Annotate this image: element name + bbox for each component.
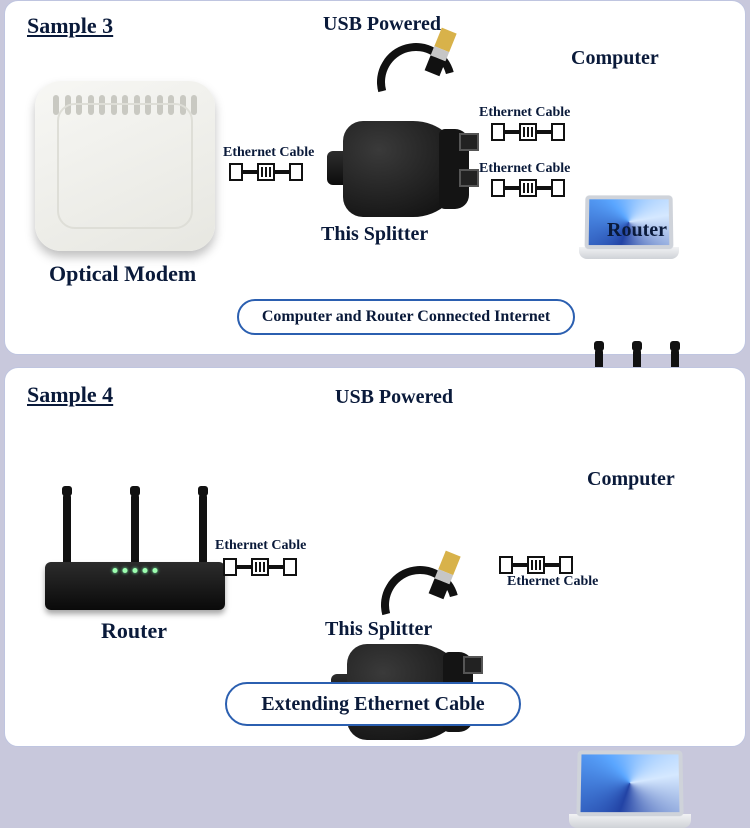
panel-sample-3: Sample 3 USB Powered Computer Optical Mo… xyxy=(4,0,746,355)
ethernet-cable-right-icon xyxy=(499,556,573,574)
router-label: Router xyxy=(607,219,667,242)
caption-pill: Extending Ethernet Cable xyxy=(225,682,521,726)
usb-powered-label: USB Powered xyxy=(335,386,453,409)
ethernet-cable-top-icon xyxy=(491,123,565,141)
splitter-label: This Splitter xyxy=(321,223,428,246)
ethernet-cable-right-label: Ethernet Cable xyxy=(507,574,598,590)
router-label: Router xyxy=(101,618,167,644)
optical-modem-label: Optical Modem xyxy=(49,261,196,287)
ethernet-cable-top-label: Ethernet Cable xyxy=(479,105,570,121)
ethernet-cable-left-label: Ethernet Cable xyxy=(223,145,314,161)
ethernet-cable-bottom-label: Ethernet Cable xyxy=(479,161,570,177)
computer-label: Computer xyxy=(587,468,675,491)
caption-pill: Computer and Router Connected Internet xyxy=(237,299,575,335)
ethernet-cable-left-icon xyxy=(229,163,303,181)
computer-icon xyxy=(577,750,750,828)
usb-powered-label: USB Powered xyxy=(323,13,441,36)
computer-label: Computer xyxy=(571,47,659,70)
splitter-icon xyxy=(307,107,477,227)
optical-modem-icon xyxy=(35,81,215,251)
panel-sample-4: Sample 4 USB Powered Computer Router Thi… xyxy=(4,367,746,747)
sample-4-title: Sample 4 xyxy=(27,382,113,408)
splitter-label: This Splitter xyxy=(325,618,432,641)
ethernet-cable-left-icon xyxy=(223,558,297,576)
ethernet-cable-bottom-icon xyxy=(491,179,565,197)
ethernet-cable-left-label: Ethernet Cable xyxy=(215,538,306,554)
sample-3-title: Sample 3 xyxy=(27,13,113,39)
